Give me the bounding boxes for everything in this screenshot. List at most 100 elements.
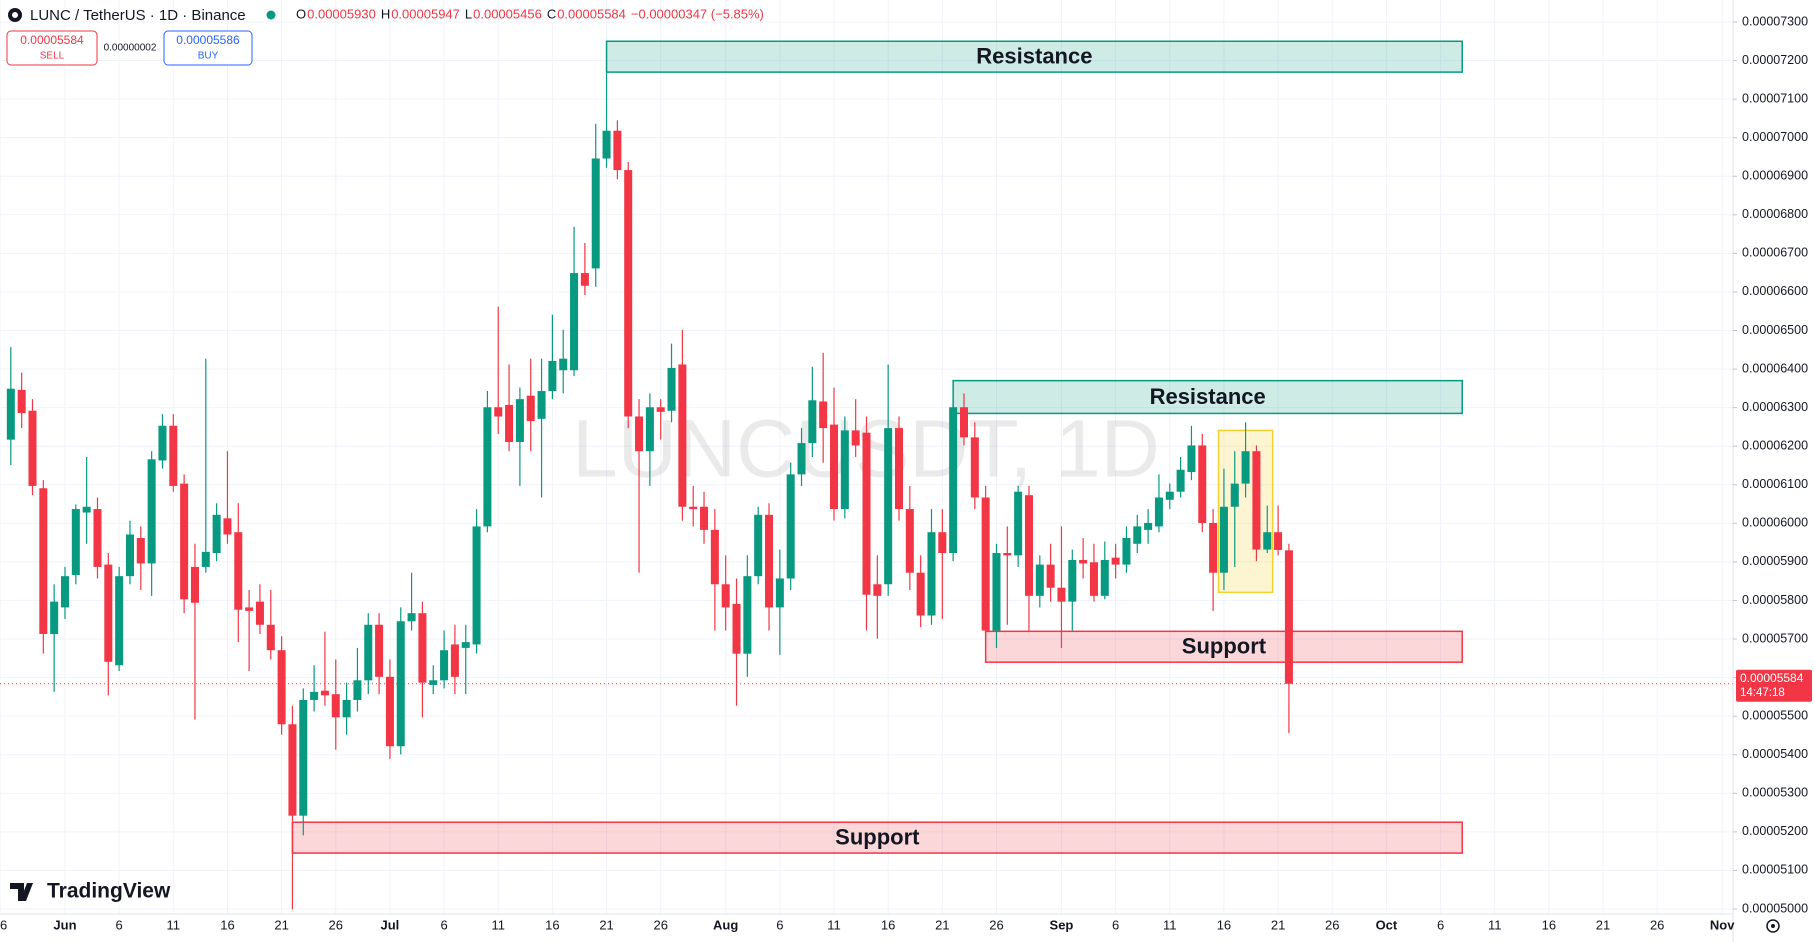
candle-body [689,506,698,510]
candle-body [440,650,449,681]
brand-logo: TradingView [10,880,171,903]
candle-body [331,694,340,718]
candle-body [949,407,958,554]
candle-body [645,407,654,452]
candle-body [1089,562,1098,596]
y-tick-label: 0.00006700 [1742,246,1808,260]
candle-body [407,613,416,622]
x-tick-label: 16 [545,917,559,932]
ohlc-label: L [465,6,472,21]
candle-body [299,699,308,816]
buy-button[interactable] [163,30,253,66]
settings-icon[interactable] [1766,919,1780,933]
candle-body [255,601,264,625]
x-tick-label: 26 [1650,917,1664,932]
sell-label: SELL [40,51,65,62]
brand-name[interactable]: TradingView [47,880,171,903]
settings-gear[interactable] [1766,919,1780,933]
plot-area: LUNCUSDT, 1DResistanceResistanceSupportS… [0,0,1733,914]
candle-body [981,497,990,631]
time-axis: 26 Jun 6 11 16 21 26 Jul 6 11 16 21 26 Aug 6 11 16 21 26 Se… [0,917,1735,932]
buy-price: 0.00005586 [176,33,240,47]
y-tick-label: 0.00005500 [1742,708,1808,722]
candle-body [1111,557,1120,565]
x-tick-label: 16 [220,917,234,932]
candle-body [743,576,752,654]
last-price-label: 0.00005584 [1740,671,1804,685]
candle-body [180,483,189,600]
candle-body [136,537,145,564]
x-tick-label: 11 [167,917,181,932]
zone-box [952,379,1463,415]
candle-body [1133,526,1142,544]
candle-body [93,509,102,567]
sell-price: 0.00005584 [20,33,84,47]
zone-label: Resistance [1150,384,1266,409]
candle-body [50,601,59,635]
candle-body [461,642,470,648]
candle-body [39,488,48,635]
x-tick-label: 11 [491,917,505,932]
candle-body [786,474,795,579]
candle-body [1144,522,1153,530]
candle-body [754,514,763,577]
x-tick-label: 26 [653,917,667,932]
candle-body [656,407,665,412]
zone-box [605,40,1463,73]
x-tick-label: 21 [599,917,613,932]
y-tick-label: 0.00006300 [1742,400,1808,414]
candle-body [223,518,232,535]
y-tick-label: 0.00006100 [1742,477,1808,491]
candle-body [234,532,243,610]
zone-box [291,821,1463,854]
candle-body [873,584,882,596]
y-tick-label: 0.00007100 [1742,91,1808,105]
candle-body [483,407,492,527]
y-tick-label: 0.00006600 [1742,284,1808,298]
candle-body [201,551,210,567]
x-tick-label: 6 [1112,917,1119,932]
x-tick-label: 6 [1437,917,1444,932]
candle-body [125,534,134,577]
y-tick-label: 0.00006900 [1742,169,1808,183]
candle-body [570,273,579,371]
ohlc-value: 0.00005947 [391,6,460,21]
symbol-title[interactable]: LUNC / TetherUS · 1D · Binance [30,7,246,24]
y-tick-label: 0.00005100 [1742,863,1808,877]
x-tick-label: 6 [776,917,783,932]
market-status[interactable] [266,10,276,20]
candle-body [375,624,384,677]
candle-body [959,407,968,438]
x-tick-label: 6 [116,917,123,932]
candle-body [624,170,633,417]
x-tick-label: 26 [0,917,7,932]
y-tick-label: 0.00005400 [1742,747,1808,761]
x-tick-label: 16 [881,917,895,932]
spread: 0.00000002 [104,43,157,54]
x-tick-label: 26 [989,917,1003,932]
brand-icon [10,883,33,901]
candle-body [526,395,535,422]
x-tick-label: Aug [713,917,738,932]
x-tick-label: Nov [1710,917,1735,932]
x-tick-label: 16 [1217,917,1231,932]
candle-body [147,459,156,564]
candle-body [635,416,644,452]
candle-body [418,613,427,683]
candle-body [1176,469,1185,492]
settings-gear-center [1771,924,1775,928]
candle-body [429,680,438,685]
candle-body [819,401,828,429]
zone-label: Support [835,824,920,849]
candle-body [104,564,113,662]
candle-body [613,130,622,171]
candle-body [905,509,914,573]
candle-body [28,410,37,486]
candle-body [277,650,286,725]
candle-body [288,724,297,816]
candle-body [884,428,893,585]
x-tick-label: 21 [1596,917,1610,932]
candle-body [548,360,557,392]
sell-button[interactable] [6,30,98,66]
